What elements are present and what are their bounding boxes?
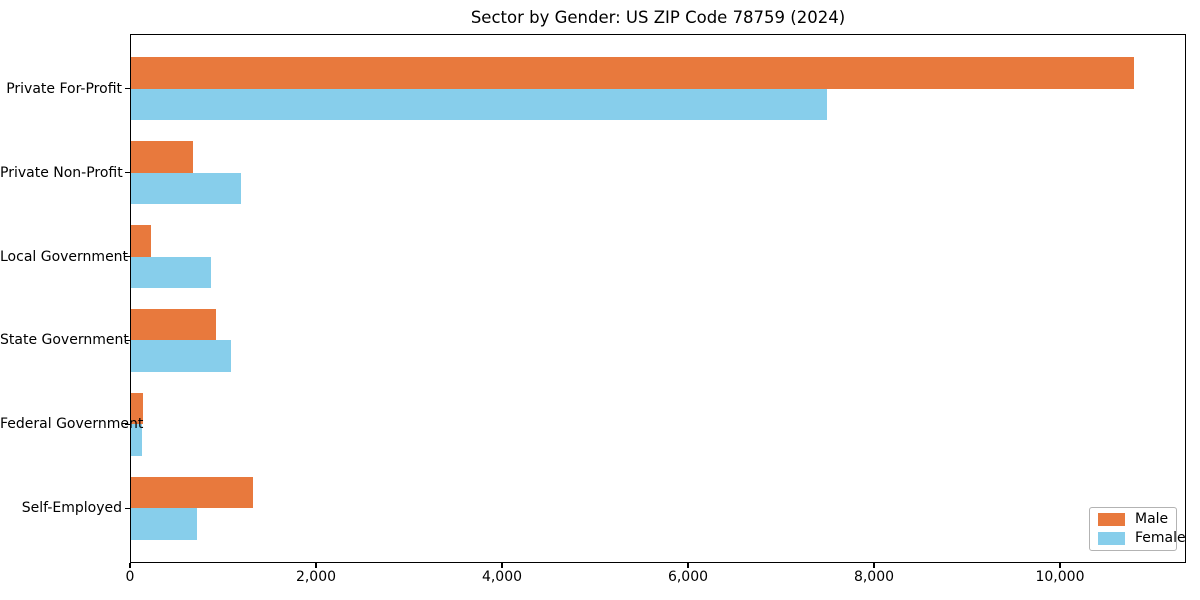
- x-tick-mark: [315, 563, 317, 568]
- legend: Male Female: [1089, 507, 1186, 551]
- bar-male-federal-government: [130, 392, 144, 425]
- x-tick-mark: [873, 563, 875, 568]
- plot-area: [130, 34, 1186, 563]
- y-tick-mark: [125, 507, 130, 509]
- x-tick-mark: [687, 563, 689, 568]
- legend-item-male: Male: [1098, 512, 1168, 527]
- legend-label-male: Male: [1135, 511, 1169, 527]
- bar-female-private-non-profit: [130, 172, 241, 205]
- y-tick-mark: [125, 255, 130, 258]
- bar-female-state-government: [130, 340, 232, 372]
- x-tick-mark: [1059, 563, 1061, 568]
- y-tick-mark: [125, 339, 130, 342]
- y-tick-label-self-employed: Self-Employed: [21, 500, 122, 517]
- x-tick-label-6000: 6,000: [667, 569, 709, 585]
- female-swatch-icon: [1098, 532, 1125, 545]
- x-tick-label-8000: 8,000: [853, 569, 895, 585]
- bar-male-state-government: [130, 308, 216, 341]
- bar-male-local-government: [130, 225, 152, 257]
- x-tick-label-10000: 10,000: [1035, 569, 1085, 585]
- y-tick-label-federal-government: Federal Government: [0, 416, 144, 433]
- y-tick-label-private-non-profit: Private Non-Profit: [0, 164, 123, 181]
- x-tick-label-4000: 4,000: [481, 569, 523, 585]
- y-tick-mark: [125, 87, 130, 90]
- y-tick-mark: [125, 423, 130, 426]
- y-tick-mark: [125, 171, 130, 174]
- y-tick-label-private-for-profit: Private For-Profit: [6, 80, 122, 97]
- chart-title: Sector by Gender: US ZIP Code 78759 (202…: [470, 8, 846, 27]
- x-tick-label-2000: 2,000: [295, 569, 337, 585]
- bar-male-self-employed: [130, 476, 253, 509]
- x-tick-mark: [129, 563, 131, 568]
- legend-item-female: Female: [1098, 531, 1186, 546]
- bar-female-federal-government: [130, 424, 143, 456]
- bar-female-local-government: [130, 256, 211, 288]
- y-tick-label-local-government: Local Government: [0, 248, 129, 265]
- bar-male-private-for-profit: [130, 57, 1135, 89]
- x-tick-mark: [501, 563, 503, 568]
- bar-male-private-non-profit: [130, 141, 194, 173]
- bar-female-private-for-profit: [130, 88, 828, 121]
- x-tick-label-0: 0: [125, 569, 135, 585]
- male-swatch-icon: [1098, 513, 1125, 526]
- legend-label-female: Female: [1135, 530, 1186, 546]
- y-tick-label-state-government: State Government: [0, 332, 129, 349]
- bar-female-self-employed: [130, 508, 197, 540]
